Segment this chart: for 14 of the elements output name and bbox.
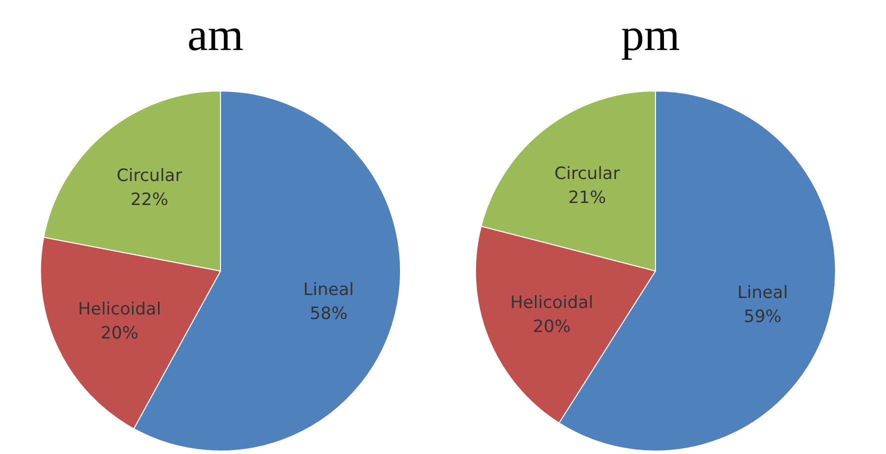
data-label: 20%	[532, 317, 571, 338]
slice-label: Helicoidal	[510, 293, 594, 314]
slice-label: Circular	[554, 164, 620, 184]
chart-title: pm	[621, 9, 680, 60]
data-label: 22%	[130, 190, 168, 210]
chart-title: am	[187, 9, 244, 60]
data-label: 20%	[100, 324, 138, 344]
slice-label: Circular	[116, 166, 182, 186]
data-label: 21%	[568, 188, 606, 208]
slice-label: Lineal	[737, 283, 788, 304]
data-label: 59%	[744, 307, 782, 328]
slice-label: Lineal	[303, 280, 354, 300]
slice-label: Helicoidal	[78, 300, 162, 320]
data-label: 58%	[310, 304, 348, 324]
